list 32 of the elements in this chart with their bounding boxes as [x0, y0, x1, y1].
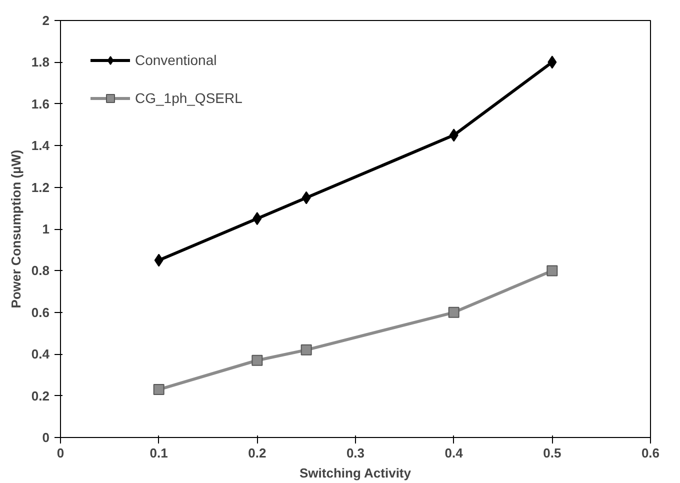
y-axis-title: Power Consumption (µW) [8, 150, 24, 308]
y-tick-label: 0 [42, 430, 50, 445]
x-tick-label: 0.3 [346, 446, 365, 460]
point [252, 354, 263, 366]
y-tick-label: 0.2 [31, 388, 50, 404]
x-tick-label: 0.2 [248, 446, 266, 460]
x-tick-label: 0.1 [150, 446, 168, 460]
x-tick-label: 0.6 [641, 446, 660, 460]
point [300, 344, 312, 356]
legend-label: Conventional [135, 52, 217, 68]
point [449, 128, 458, 142]
y-tick-label: 1.4 [31, 138, 50, 154]
y-tick-label: 2 [42, 13, 50, 28]
y-tick-label: 1.2 [31, 180, 50, 195]
y-tick-label: 1.8 [31, 54, 50, 70]
y-tick-label: 0.8 [31, 263, 50, 278]
y-tick-label: 0.6 [31, 304, 50, 320]
point [448, 306, 460, 318]
y-tick-label: 1.6 [31, 96, 50, 112]
point [548, 56, 557, 69]
legend-label: CG_1ph_QSERL [135, 90, 242, 106]
y-tick-label: 0.4 [31, 346, 50, 362]
x-tick-label: 0.4 [444, 446, 464, 460]
point [302, 191, 311, 204]
point [154, 254, 164, 267]
x-tick-label: 0 [56, 446, 64, 460]
point [252, 212, 262, 226]
x-axis-title: Switching Activity [300, 466, 412, 480]
x-tick-label: 0.5 [543, 446, 562, 460]
y-tick-label: 1 [42, 222, 50, 236]
point [153, 384, 164, 396]
point [546, 265, 558, 276]
